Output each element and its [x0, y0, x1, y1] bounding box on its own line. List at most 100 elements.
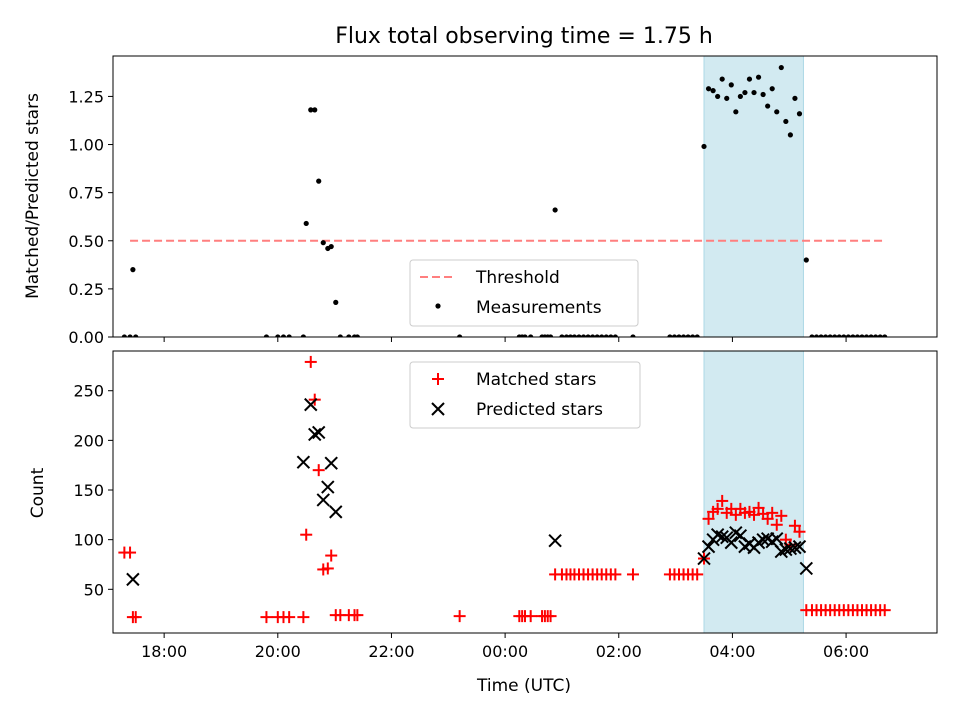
predicted-star-point	[308, 427, 322, 442]
matched-star-point	[283, 611, 296, 624]
measurement-point	[590, 334, 596, 337]
measurement-point	[751, 89, 757, 96]
measurement-point	[737, 93, 743, 100]
measurements-legend-marker	[435, 303, 441, 309]
predicted-star-point	[774, 544, 788, 559]
bottom-x-ticks: 18:00 20:00 22:00 00:00 02:00 04:00 06:00	[141, 633, 869, 661]
top-y-axis-label: Matched/Predicted stars	[23, 93, 43, 299]
predicted-star-point	[548, 533, 562, 548]
measurement-point	[778, 64, 784, 71]
y-tick-label: 250	[73, 382, 104, 401]
matched-legend-label: Matched stars	[476, 370, 596, 390]
matched-star-point	[626, 568, 639, 581]
y-tick-label: 50	[84, 580, 104, 599]
measurement-point	[585, 334, 591, 337]
predicted-star-point	[697, 551, 711, 566]
matched-star-point	[129, 611, 142, 624]
measurement-point	[559, 334, 565, 337]
measurement-point	[809, 334, 815, 337]
measurement-point	[882, 334, 888, 337]
measurement-point	[320, 240, 326, 246]
plot-area	[118, 351, 891, 633]
measurement-point	[765, 103, 771, 109]
measurement-point	[275, 334, 281, 337]
predicted-legend-marker	[431, 402, 445, 416]
measurement-point	[854, 334, 861, 337]
matched-star-point	[766, 506, 779, 519]
predicted-star-point	[329, 505, 343, 519]
measurement-point	[694, 334, 700, 337]
x-tick-label: 00:00	[482, 642, 528, 661]
measurement-point	[567, 334, 574, 337]
matched-star-point	[124, 546, 137, 559]
measurement-point	[603, 334, 609, 337]
top-axes-frame	[112, 55, 938, 338]
matched-star-point	[770, 518, 783, 531]
measurement-point	[690, 334, 696, 337]
observing-window-span	[703, 56, 804, 337]
y-tick-label: 1.00	[68, 136, 104, 155]
predicted-star-point	[701, 539, 716, 554]
measurement-point	[594, 334, 600, 337]
bottom-axes-frame	[112, 350, 938, 634]
measurement-point	[715, 93, 721, 100]
measurement-point	[705, 86, 712, 92]
predicted-star-point	[321, 480, 335, 494]
x-tick-label: 22:00	[368, 642, 414, 661]
matched-star-point	[524, 610, 537, 623]
bottom-axes: Count Time (UTC) 50 100 150 200 250 18:00 20:…	[28, 350, 938, 696]
measurement-point	[728, 82, 734, 88]
top-legend-box	[409, 259, 639, 327]
measurement-point	[612, 334, 618, 337]
predicted-star-point	[715, 529, 729, 544]
measurement-point	[676, 334, 682, 337]
bottom-legend: Matched stars Predicted stars	[409, 361, 641, 429]
measurement-point	[354, 334, 360, 337]
measurement-point	[868, 334, 874, 337]
matched-star-point	[609, 568, 622, 581]
x-tick-label: 02:00	[596, 642, 642, 661]
measurement-point	[792, 95, 798, 101]
measurement-point	[827, 334, 833, 337]
measurement-point	[746, 76, 753, 82]
measurement-point	[280, 334, 287, 337]
measurements-legend-label: Measurements	[476, 298, 602, 318]
predicted-star-point	[788, 540, 802, 555]
matched-star-point	[297, 611, 310, 624]
measurement-point	[710, 88, 716, 94]
measurement-point	[813, 334, 820, 337]
predicted-star-point	[312, 425, 326, 440]
measurement-point	[571, 334, 578, 337]
measurement-point	[787, 132, 793, 138]
measurement-point	[685, 334, 691, 337]
matched-star-point	[260, 611, 273, 624]
measurement-point	[308, 107, 314, 113]
measurement-point	[769, 86, 775, 92]
x-tick-label: 04:00	[709, 642, 755, 661]
predicted-star-point	[792, 539, 807, 554]
predicted-star-point	[316, 493, 330, 507]
measurement-point	[667, 334, 673, 337]
predicted-star-point	[724, 535, 738, 550]
matched-star-point	[325, 549, 338, 562]
matched-star-point	[711, 502, 724, 515]
measurement-point	[303, 220, 309, 227]
predicted-star-point	[324, 456, 338, 470]
matched-star-point	[878, 604, 891, 617]
measurement-point	[701, 143, 707, 150]
x-tick-label: 20:00	[255, 642, 301, 661]
measurement-point	[580, 334, 587, 337]
measurement-point	[877, 334, 883, 337]
top-plot-content	[121, 56, 888, 337]
top-y-ticks: 0.00 0.25 0.50 0.75 1.00 1.25	[68, 87, 113, 347]
y-tick-label: 0.50	[68, 232, 104, 251]
threshold-legend-label: Threshold	[475, 268, 560, 288]
matched-star-point	[775, 509, 788, 522]
matched-star-point	[691, 568, 704, 581]
y-tick-label: 0.25	[68, 280, 104, 299]
bottom-legend-box	[409, 361, 641, 429]
measurement-point	[863, 334, 870, 337]
predicted-star-point	[304, 397, 318, 412]
measurement-point	[742, 89, 748, 96]
